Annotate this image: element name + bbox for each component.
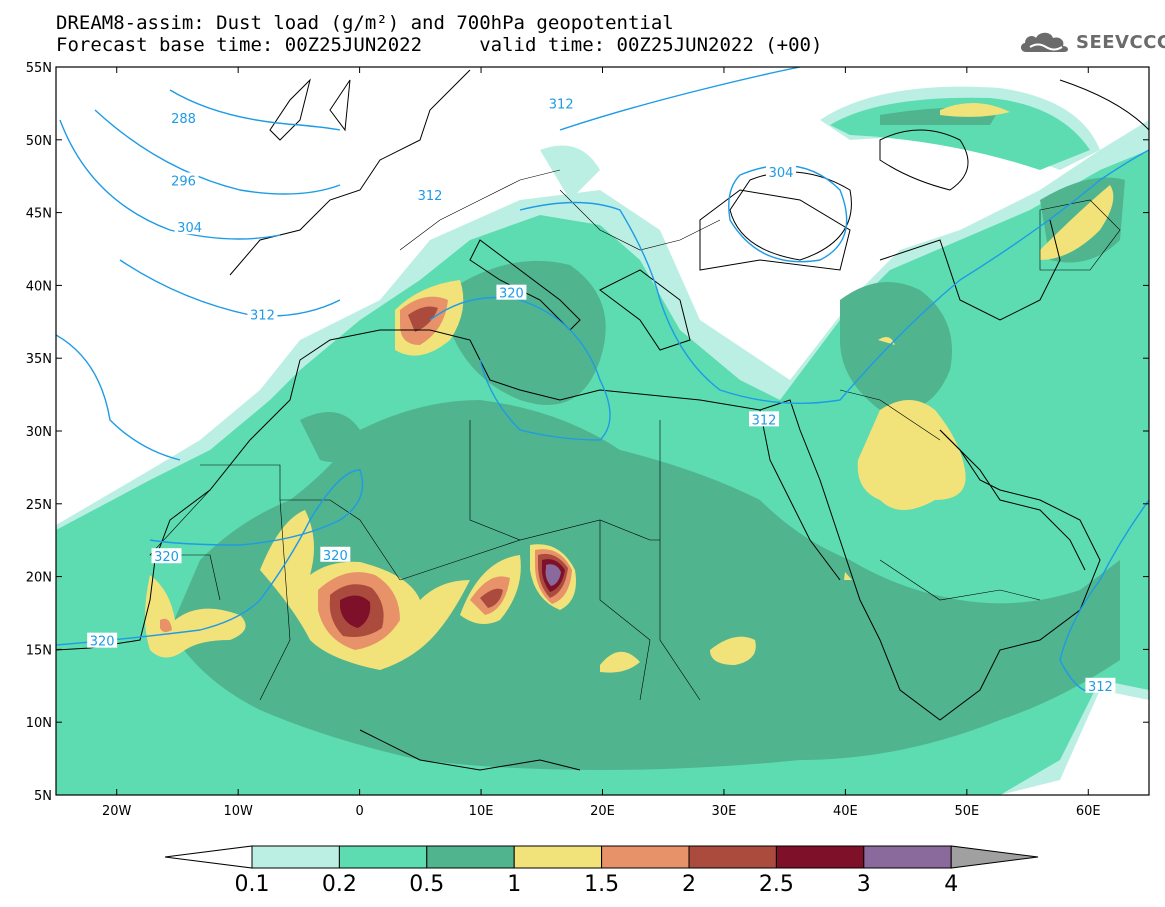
lat-tick-label: 5N <box>34 789 52 804</box>
forecast-time-line: Forecast base time: 00Z25JUN2022 valid t… <box>56 34 823 56</box>
colorbar-swatch <box>426 845 515 869</box>
lat-tick-label: 20N <box>26 571 52 586</box>
longitude-axis: 20W 10W 0 10E 20E 30E 40E 50E 60E <box>102 67 1101 819</box>
contour-label: 320 <box>90 635 115 650</box>
lat-tick-label: 15N <box>26 643 52 658</box>
contour-label-bg <box>87 632 118 648</box>
lon-tick-label: 20W <box>102 804 132 819</box>
contour-label-bg <box>415 187 446 203</box>
colorbar-label: 3 <box>857 872 871 897</box>
contour-label-bg <box>766 163 797 179</box>
contour-label: 312 <box>250 309 275 324</box>
colorbar-swatch <box>251 845 340 869</box>
contour-label-bg <box>496 284 527 300</box>
contour-labels: 288 296 304 312 312 304 312 320 312 320 320 320 312 <box>87 95 1116 695</box>
contour-label-bg <box>247 306 278 322</box>
contour-label-bg <box>168 109 199 125</box>
cloud-logo-icon <box>1020 32 1069 52</box>
colorbar-over-arrow <box>950 845 1039 869</box>
latitude-axis: 55N 50N 45N 40N 35N 30N 25N 20N 15N 10N 5N <box>26 61 1149 804</box>
contour-label: 320 <box>323 549 348 564</box>
contour-label: 320 <box>499 287 524 302</box>
colorbar-label: 0.1 <box>235 872 270 897</box>
dust-level-3 <box>545 564 561 586</box>
colorbar-label: 4 <box>944 872 958 897</box>
dust-load-field: 288 296 304 312 312 304 312 320 312 320 320 320 312 <box>56 67 1149 795</box>
contour-label-bg <box>546 95 577 111</box>
lon-tick-label: 50E <box>954 804 979 819</box>
colorbar-swatch <box>775 845 865 869</box>
country-borders <box>149 169 1121 701</box>
colorbar-label: 1.5 <box>584 872 619 897</box>
lon-tick-label: 40E <box>833 804 858 819</box>
contour-label-bg <box>174 219 205 235</box>
map-title: DREAM8-assim: Dust load (g/m²) and 700hP… <box>56 12 674 34</box>
lat-tick-label: 30N <box>26 425 52 440</box>
lon-tick-label: 10W <box>223 804 253 819</box>
contour-label: 312 <box>418 189 443 204</box>
lat-tick-label: 35N <box>26 352 52 367</box>
contour-label: 320 <box>154 550 179 565</box>
lon-tick-label: 10E <box>469 804 494 819</box>
colorbar-label: 1 <box>507 872 521 897</box>
contour-label-bg <box>151 548 182 564</box>
contour-label: 304 <box>769 166 794 181</box>
lat-tick-label: 50N <box>26 134 52 149</box>
colorbar-swatch <box>513 845 603 869</box>
seevccc-logo: SEEVCCC <box>1018 28 1165 56</box>
colorbar-label: 0.2 <box>322 872 357 897</box>
contour-label-bg <box>320 546 351 562</box>
colorbar-swatch <box>601 845 690 869</box>
lat-tick-label: 55N <box>26 61 52 76</box>
lon-tick-label: 20E <box>590 804 615 819</box>
colorbar-under-arrow <box>164 845 253 869</box>
contour-label: 312 <box>1088 680 1113 695</box>
colorbar-swatch <box>863 845 952 869</box>
colorbar-label: 2.5 <box>759 872 794 897</box>
contour-label-bg <box>1085 677 1116 693</box>
contour-label: 288 <box>171 112 196 127</box>
contour-label: 296 <box>171 175 196 190</box>
logo-text: SEEVCCC <box>1076 31 1165 53</box>
lon-tick-label: 30E <box>712 804 737 819</box>
colorbar-swatch <box>688 845 777 869</box>
contour-label: 304 <box>177 221 202 236</box>
contour-label: 312 <box>752 413 777 428</box>
lon-tick-label: 60E <box>1076 804 1101 819</box>
lat-tick-label: 45N <box>26 207 52 222</box>
contour-label: 312 <box>549 97 574 112</box>
dust-level-0-5 <box>170 107 1125 770</box>
contour-label-bg <box>168 172 199 188</box>
colorbar-label: 0.5 <box>409 872 444 897</box>
dust-colorbar: 0.1 0.2 0.5 1 1.5 2 2.5 3 4 <box>164 845 1039 897</box>
colorbar-label: 2 <box>682 872 696 897</box>
lat-tick-label: 10N <box>26 716 52 731</box>
colorbar-swatch <box>338 845 428 869</box>
contour-label-bg <box>749 411 780 427</box>
lon-tick-label: 0 <box>355 804 363 819</box>
lat-tick-label: 40N <box>26 279 52 294</box>
lat-tick-label: 25N <box>26 498 52 513</box>
